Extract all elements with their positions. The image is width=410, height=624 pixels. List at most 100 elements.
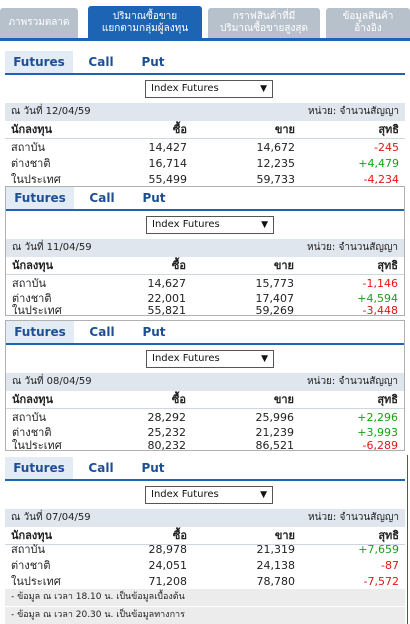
subtab-put[interactable]: Put bbox=[142, 191, 166, 205]
row-buy: 16,714 bbox=[148, 157, 188, 170]
subtab-call[interactable]: Call bbox=[89, 325, 115, 339]
row-sell: 15,773 bbox=[255, 277, 295, 290]
subtab-put[interactable]: Put bbox=[142, 325, 166, 339]
header-sell: ขาย bbox=[274, 123, 295, 136]
unit-label: หน่วย: จำนวนสัญญา bbox=[308, 106, 399, 117]
tab-market-overview[interactable]: ภาพรวมตลาด bbox=[0, 8, 78, 38]
note-preliminary: - ข้อมูล ณ เวลา 18.10 น. เป็นข้อมูลเบื้อ… bbox=[5, 589, 405, 606]
row-buy: 24,051 bbox=[148, 559, 188, 572]
header-buy: ซื้อ bbox=[172, 123, 187, 136]
product-select[interactable]: Index Futures ▼ bbox=[146, 216, 274, 234]
tab-strip bbox=[0, 38, 410, 41]
row-buy: 80,232 bbox=[147, 439, 187, 452]
chevron-down-icon: ▼ bbox=[261, 354, 268, 364]
row-net: -7,572 bbox=[363, 575, 399, 588]
subtab-futures[interactable]: Futures bbox=[5, 457, 73, 479]
subtab-bar: Futures Call Put bbox=[6, 187, 404, 211]
subtab-futures[interactable]: Futures bbox=[6, 187, 74, 209]
row-sell: 14,672 bbox=[256, 141, 296, 154]
table-row: ต่างชาติ 16,714 12,235 +4,479 bbox=[5, 155, 405, 172]
product-select-value: Index Futures bbox=[152, 219, 220, 230]
row-net: -87 bbox=[381, 559, 399, 572]
table-header: นักลงทุน ซื้อ ขาย สุทธิ bbox=[6, 257, 404, 275]
row-name: ในประเทศ bbox=[11, 173, 61, 186]
row-buy: 71,208 bbox=[148, 575, 188, 588]
product-select-value: Index Futures bbox=[151, 83, 219, 94]
header-buy: ซื้อ bbox=[171, 393, 186, 406]
table-row: ในประเทศ 71,208 78,780 -7,572 bbox=[5, 573, 405, 590]
tab-top-volume-chart[interactable]: กราฟสินค้าที่มี ปริมาณซื้อขายสูงสุด bbox=[208, 8, 320, 38]
date-label: ณ วันที่ 11/04/59 bbox=[12, 242, 92, 253]
table-row: ต่างชาติ 22,001 17,407 +4,594 bbox=[6, 290, 404, 307]
unit-label: หน่วย: จำนวนสัญญา bbox=[308, 512, 399, 523]
row-sell: 78,780 bbox=[256, 575, 296, 588]
header-investor: นักลงทุน bbox=[12, 259, 54, 272]
table-header: นักลงทุน ซื้อ ขาย สุทธิ bbox=[6, 391, 404, 409]
header-investor: นักลงทุน bbox=[11, 529, 53, 542]
date-label: ณ วันที่ 07/04/59 bbox=[11, 512, 91, 523]
row-net: +2,296 bbox=[357, 411, 398, 424]
subtab-bar: Futures Call Put bbox=[5, 51, 405, 75]
subtab-futures[interactable]: Futures bbox=[5, 51, 73, 73]
header-investor: นักลงทุน bbox=[11, 123, 53, 136]
row-net: +4,479 bbox=[358, 157, 399, 170]
row-name: ต่างชาติ bbox=[11, 559, 51, 572]
table-header: นักลงทุน ซื้อ ขาย สุทธิ bbox=[5, 527, 405, 545]
date-unit-bar: ณ วันที่ 12/04/59 หน่วย: จำนวนสัญญา bbox=[5, 103, 405, 121]
header-net: สุทธิ bbox=[377, 393, 398, 406]
subtab-bar: Futures Call Put bbox=[5, 457, 405, 481]
row-buy: 25,232 bbox=[147, 426, 187, 439]
header-net: สุทธิ bbox=[378, 123, 399, 136]
row-net: +7,659 bbox=[358, 543, 399, 556]
row-sell: 59,269 bbox=[255, 304, 295, 317]
subtab-call[interactable]: Call bbox=[89, 191, 115, 205]
subtab-underline bbox=[5, 479, 405, 481]
chevron-down-icon: ▼ bbox=[260, 84, 267, 94]
tab-underlying-info[interactable]: ข้อมูลสินค้า อ้างอิง bbox=[326, 8, 410, 38]
table-row: ต่างชาติ 25,232 21,239 +3,993 bbox=[6, 424, 404, 441]
subtab-call[interactable]: Call bbox=[88, 55, 114, 69]
row-name: ต่างชาติ bbox=[11, 157, 51, 170]
row-name: ในประเทศ bbox=[11, 575, 61, 588]
row-name: สถาบัน bbox=[12, 411, 47, 424]
subtab-underline bbox=[6, 209, 404, 211]
subtab-call[interactable]: Call bbox=[88, 461, 114, 475]
row-sell: 21,239 bbox=[255, 426, 295, 439]
panel-08-04-59: Futures Call Put Index Futures ▼ ณ วันที่… bbox=[5, 320, 405, 452]
product-select[interactable]: Index Futures ▼ bbox=[145, 80, 273, 98]
product-select[interactable]: Index Futures ▼ bbox=[146, 350, 274, 368]
subtab-underline bbox=[6, 343, 404, 345]
chevron-down-icon: ▼ bbox=[261, 220, 268, 230]
row-name: สถาบัน bbox=[11, 543, 46, 556]
row-net: +3,993 bbox=[357, 426, 398, 439]
row-sell: 17,407 bbox=[255, 292, 295, 305]
subtab-futures[interactable]: Futures bbox=[6, 321, 74, 343]
header-investor: นักลงทุน bbox=[12, 393, 54, 406]
panel-12-04-59: Futures Call Put Index Futures ▼ ณ วันที่… bbox=[5, 51, 405, 186]
row-name: สถาบัน bbox=[12, 277, 47, 290]
date-label: ณ วันที่ 12/04/59 bbox=[11, 106, 91, 117]
table-row: ต่างชาติ 24,051 24,138 -87 bbox=[5, 557, 405, 574]
row-buy: 22,001 bbox=[147, 292, 187, 305]
tab-volume-by-investor[interactable]: ปริมาณซื้อขาย แยกตามกลุ่มผู้ลงทุน bbox=[88, 6, 202, 40]
note-official: - ข้อมูล ณ เวลา 20.30 น. เป็นข้อมูลทางกา… bbox=[5, 607, 405, 624]
table-row: สถาบัน 28,292 25,996 +2,296 bbox=[6, 409, 404, 426]
row-buy: 14,427 bbox=[148, 141, 188, 154]
row-sell: 25,996 bbox=[255, 411, 295, 424]
subtab-put[interactable]: Put bbox=[141, 461, 165, 475]
product-select[interactable]: Index Futures ▼ bbox=[145, 486, 273, 504]
row-buy: 14,627 bbox=[147, 277, 187, 290]
panel-right-border bbox=[407, 455, 408, 624]
subtab-underline bbox=[5, 73, 405, 75]
header-sell: ขาย bbox=[274, 529, 295, 542]
table-row: สถาบัน 14,627 15,773 -1,146 bbox=[6, 275, 404, 292]
chevron-down-icon: ▼ bbox=[260, 490, 267, 500]
subtab-put[interactable]: Put bbox=[141, 55, 165, 69]
table-row: สถาบัน 28,978 21,319 +7,659 bbox=[5, 541, 405, 558]
row-sell: 24,138 bbox=[256, 559, 296, 572]
row-name: ในประเทศ bbox=[12, 304, 62, 317]
unit-label: หน่วย: จำนวนสัญญา bbox=[307, 242, 398, 253]
row-net: -6,289 bbox=[362, 439, 398, 452]
row-sell: 12,235 bbox=[256, 157, 296, 170]
date-unit-bar: ณ วันที่ 07/04/59 หน่วย: จำนวนสัญญา bbox=[5, 509, 405, 527]
